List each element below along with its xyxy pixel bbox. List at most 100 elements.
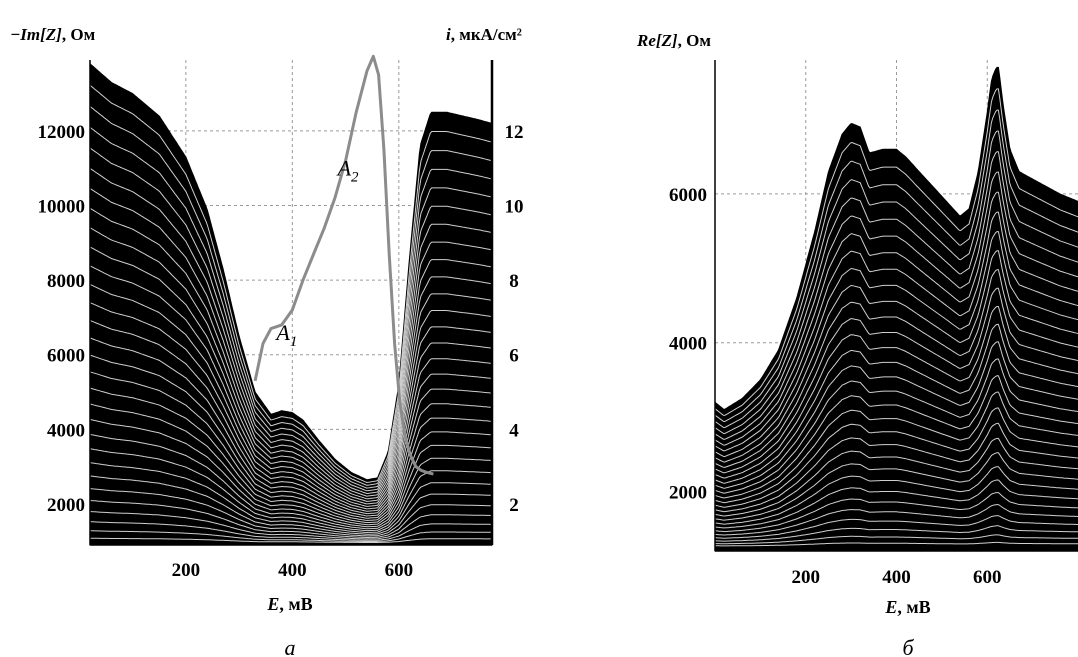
a-family-line-29 <box>89 84 493 484</box>
b-family-line-12 <box>714 407 1078 508</box>
panel-a-axes <box>89 60 494 546</box>
panel-a-tick-labels: 200 400 600 2000 4000 6000 8000 10000 12000 2 4 6 8 1… <box>38 122 524 581</box>
b-family-line-18 <box>714 306 1078 479</box>
panel-a-current-curve <box>253 54 434 476</box>
a-family-line-13 <box>89 387 493 524</box>
a-family-line-24 <box>89 187 493 497</box>
panel-b-caption: б <box>902 635 914 657</box>
a-y-tick-label: 2000 <box>47 495 85 516</box>
a-family-line-12 <box>89 403 493 526</box>
a-family-line-11 <box>89 418 493 528</box>
b-family-line-5 <box>714 504 1078 536</box>
panel-a-caption: а <box>285 635 296 657</box>
b-family-line-11 <box>714 422 1078 513</box>
a-y2-tick-label: 6 <box>509 346 519 367</box>
a-y-tick-label: 6000 <box>47 346 85 367</box>
b-x-tick-label: 200 <box>792 567 821 588</box>
a-current-line <box>253 54 434 476</box>
a-family-line-4 <box>90 511 492 540</box>
a-family-line-15 <box>89 354 493 519</box>
a-family-line-5 <box>89 500 493 538</box>
b-family-line-24 <box>714 191 1078 446</box>
b-x-tick-label: 600 <box>973 567 1002 588</box>
b-family-line-8 <box>714 466 1078 525</box>
a-family-line-7 <box>89 475 493 535</box>
a-family-line-25 <box>89 167 493 495</box>
a-family-line-23 <box>89 207 493 500</box>
panel-a: 200 400 600 2000 4000 6000 8000 10000 12000 2 4 6 8 1… <box>10 25 524 657</box>
a-family-line-26 <box>89 147 493 492</box>
annotation-A1: A1 <box>274 320 297 350</box>
a-x-tick-label: 600 <box>385 560 414 581</box>
a-family-line-16 <box>89 337 493 517</box>
a-x-tick-label: 400 <box>278 560 307 581</box>
b-family-line-9 <box>714 452 1078 521</box>
annotation-A2: A2 <box>336 156 359 186</box>
a-family-line-22 <box>89 227 493 502</box>
b-y-tick-label: 4000 <box>669 334 707 355</box>
b-x-tick-label: 400 <box>882 567 911 588</box>
a-y2-tick-label: 8 <box>509 271 519 292</box>
a-y-tick-label: 4000 <box>47 420 85 441</box>
a-y-tick-label: 10000 <box>38 197 86 218</box>
a-family-line-10 <box>89 433 493 530</box>
a-family-line-8 <box>89 462 493 534</box>
b-family-line-16 <box>714 341 1078 489</box>
a-family-line-18 <box>89 302 493 512</box>
panel-b-family-lines <box>714 88 1078 547</box>
a-family-line-1 <box>90 537 492 543</box>
panel-b-axes <box>714 60 1078 552</box>
b-family-line-3 <box>714 525 1078 542</box>
panel-b-tick-labels: 200 400 600 2000 4000 6000 <box>669 185 1002 588</box>
a-family-line-2 <box>89 530 492 542</box>
b-family-line-1 <box>715 541 1078 547</box>
panel-a-x-axis-label: E, мВ <box>266 594 312 614</box>
b-family-line-29 <box>714 88 1078 416</box>
b-family-line-7 <box>714 479 1078 529</box>
a-y2-tick-label: 2 <box>509 495 519 516</box>
b-family-line-21 <box>714 250 1078 463</box>
b-family-line-20 <box>714 269 1078 468</box>
a-y2-tick-label: 4 <box>509 420 519 441</box>
a-family-line-3 <box>89 521 492 541</box>
b-family-line-25 <box>714 171 1078 440</box>
panel-b: 200 400 600 2000 4000 6000 Re[Z], Ом E, мВ б <box>636 31 1078 657</box>
b-family-line-19 <box>714 287 1078 474</box>
b-y-tick-label: 6000 <box>669 185 707 206</box>
a-family-line-28 <box>89 106 493 486</box>
b-family-line-23 <box>714 211 1078 452</box>
a-family-line-20 <box>89 265 493 507</box>
b-family-line-2 <box>714 534 1078 545</box>
b-family-line-13 <box>714 391 1078 504</box>
a-y2-tick-label: 12 <box>505 122 524 143</box>
panel-a-family-lines <box>89 84 493 543</box>
b-family-line-4 <box>714 515 1078 539</box>
b-y-tick-label: 2000 <box>669 482 707 503</box>
panel-a-annotations: A1 A2 <box>274 156 359 350</box>
a-family-line-14 <box>89 371 493 521</box>
b-family-line-27 <box>714 130 1078 429</box>
a-family-line-17 <box>89 319 493 515</box>
panel-b-x-axis-label: E, мВ <box>884 597 930 617</box>
a-y-tick-label: 8000 <box>47 271 85 292</box>
panel-a-y-axis-label: −Im[Z], Ом <box>10 25 96 44</box>
b-family-line-10 <box>714 437 1078 517</box>
a-family-line-9 <box>89 448 493 532</box>
b-family-line-15 <box>714 358 1078 494</box>
b-family-line-22 <box>714 231 1078 458</box>
a-x-tick-label: 200 <box>172 560 201 581</box>
a-family-line-19 <box>89 283 493 510</box>
b-family-line-6 <box>714 492 1078 533</box>
panel-a-y2-axis-label: i, мкА/см² <box>446 25 522 44</box>
a-family-line-27 <box>89 126 493 489</box>
a-family-line-6 <box>89 488 492 537</box>
b-family-line-26 <box>714 151 1078 435</box>
b-family-line-14 <box>714 375 1078 499</box>
a-y2-tick-label: 10 <box>505 197 524 218</box>
a-family-line-21 <box>89 246 493 505</box>
a-y-tick-label: 12000 <box>38 122 86 143</box>
b-family-line-28 <box>714 109 1078 423</box>
panel-b-y-axis-label: Re[Z], Ом <box>636 31 711 50</box>
b-family-line-17 <box>714 323 1078 484</box>
